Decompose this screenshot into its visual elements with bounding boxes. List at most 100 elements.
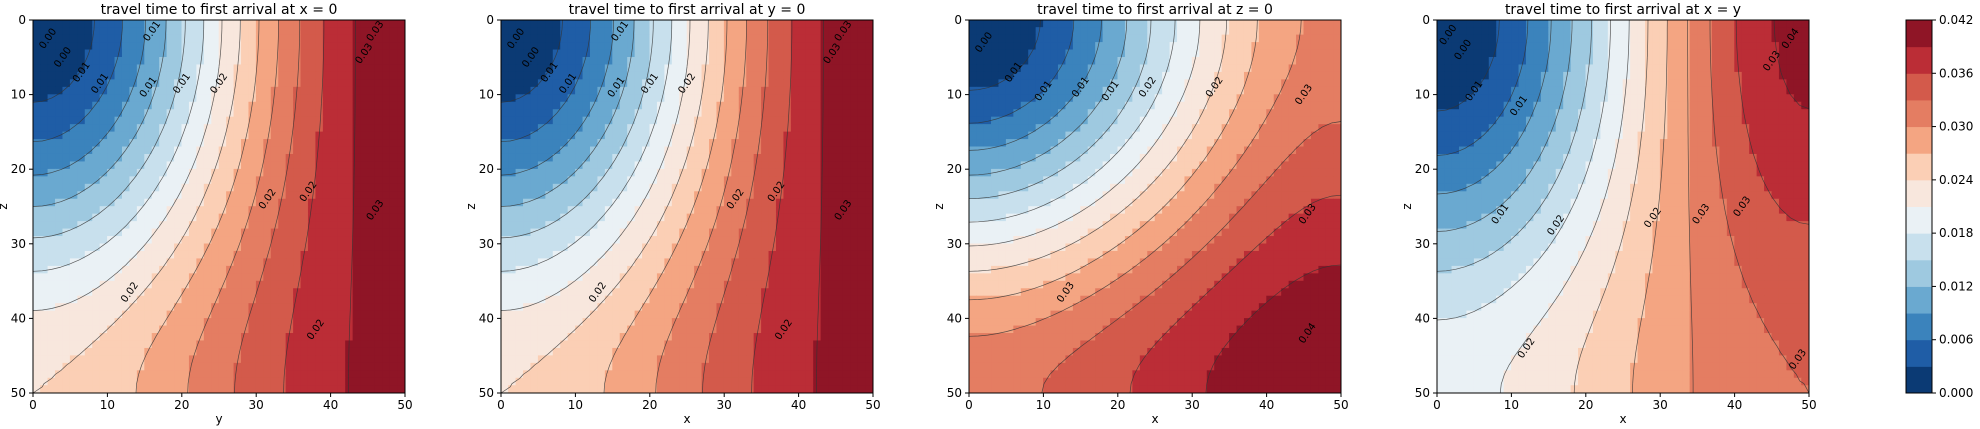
contour-cell bbox=[389, 161, 398, 170]
contour-cell bbox=[278, 79, 287, 88]
contour-cell bbox=[649, 49, 658, 58]
contour-cell bbox=[77, 355, 86, 364]
contour-cell bbox=[345, 34, 354, 43]
contour-cell bbox=[99, 385, 108, 394]
contour-cell bbox=[768, 318, 777, 327]
contour-cell bbox=[798, 183, 807, 192]
contour-cell bbox=[397, 86, 406, 95]
contour-cell bbox=[136, 318, 145, 327]
contour-cell bbox=[701, 265, 710, 274]
contour-cell bbox=[32, 191, 41, 200]
contour-cell bbox=[84, 42, 93, 51]
contour-cell bbox=[397, 303, 406, 312]
contour-cell bbox=[241, 265, 250, 274]
contour-cell bbox=[241, 243, 250, 252]
contour-cell bbox=[151, 19, 160, 28]
contour-cell bbox=[530, 191, 539, 200]
contour-cell bbox=[144, 340, 153, 349]
contour-cell bbox=[686, 370, 695, 379]
contour-cell bbox=[768, 370, 777, 379]
contour-cell bbox=[218, 385, 227, 394]
contour-cell bbox=[642, 183, 651, 192]
contour-cell bbox=[367, 161, 376, 170]
contour-cell bbox=[865, 139, 874, 148]
contour-cell bbox=[545, 288, 554, 297]
contour-cell bbox=[694, 303, 703, 312]
contour-cell bbox=[537, 101, 546, 110]
contour-cell bbox=[300, 318, 309, 327]
contour-cell bbox=[835, 57, 844, 66]
contour-cell bbox=[166, 340, 175, 349]
contour-cell bbox=[196, 362, 205, 371]
contour-cell bbox=[374, 318, 383, 327]
contour-cell bbox=[285, 340, 294, 349]
contour-cell bbox=[360, 385, 369, 394]
contour-cell bbox=[686, 153, 695, 163]
contour-cell bbox=[731, 27, 740, 36]
contour-cell bbox=[397, 355, 406, 364]
contour-cell bbox=[397, 310, 406, 319]
contour-cell bbox=[62, 333, 71, 342]
contour-cell bbox=[32, 310, 41, 319]
contour-cell bbox=[278, 325, 287, 334]
contour-cell bbox=[352, 288, 361, 297]
contour-cell bbox=[775, 303, 785, 312]
contour-cell bbox=[367, 347, 376, 356]
contour-cell bbox=[575, 101, 584, 110]
contour-cell bbox=[203, 206, 212, 215]
contour-cell bbox=[523, 221, 532, 230]
contour-cell bbox=[278, 42, 287, 51]
contour-cell bbox=[159, 243, 168, 252]
contour-cell bbox=[144, 221, 153, 230]
contour-cell bbox=[47, 86, 56, 95]
contour-cell bbox=[218, 191, 227, 200]
contour-cell bbox=[746, 362, 755, 371]
contour-cell bbox=[656, 213, 665, 222]
contour-cell bbox=[589, 258, 599, 267]
contour-cell bbox=[211, 34, 220, 43]
contour-cell bbox=[84, 340, 93, 349]
contour-cell bbox=[151, 265, 160, 274]
contour-cell bbox=[278, 295, 287, 304]
contour-cell bbox=[664, 101, 673, 110]
contour-cell bbox=[701, 355, 710, 364]
contour-cell bbox=[679, 109, 688, 118]
contour-cell bbox=[552, 176, 561, 185]
contour-cell bbox=[575, 86, 584, 95]
contour-cell bbox=[768, 57, 777, 66]
contour-cell bbox=[842, 64, 851, 73]
contour-cell bbox=[367, 377, 376, 386]
contour-cell bbox=[530, 34, 539, 43]
contour-cell bbox=[567, 362, 576, 371]
contour-cell bbox=[508, 139, 517, 148]
contour-cell bbox=[151, 347, 160, 356]
contour-cell bbox=[694, 146, 703, 155]
contour-cell bbox=[515, 71, 524, 80]
contour-cell bbox=[307, 295, 317, 304]
contour-cell bbox=[129, 49, 138, 58]
contour-cell bbox=[248, 228, 257, 237]
contour-cell bbox=[656, 370, 665, 379]
contour-cell bbox=[701, 303, 710, 312]
contour-cell bbox=[32, 86, 41, 95]
contour-cell bbox=[731, 347, 740, 356]
contour-cell bbox=[248, 221, 257, 230]
contour-cell bbox=[263, 236, 272, 245]
contour-cell bbox=[203, 64, 212, 73]
contour-cell bbox=[842, 228, 851, 237]
contour-cell bbox=[500, 295, 509, 304]
contour-cell bbox=[382, 258, 391, 267]
contour-cell bbox=[151, 318, 160, 327]
contour-cell bbox=[589, 168, 599, 177]
contour-cell bbox=[582, 176, 591, 185]
contour-cell bbox=[40, 340, 49, 349]
contour-cell bbox=[84, 295, 93, 304]
contour-cell bbox=[322, 325, 331, 334]
contour-cell bbox=[515, 213, 524, 222]
contour-cell bbox=[107, 161, 116, 170]
contour-cell bbox=[345, 280, 354, 289]
contour-cell bbox=[716, 221, 725, 230]
contour-cell bbox=[293, 295, 302, 304]
contour-cell bbox=[746, 139, 755, 148]
contour-cell bbox=[746, 42, 755, 51]
